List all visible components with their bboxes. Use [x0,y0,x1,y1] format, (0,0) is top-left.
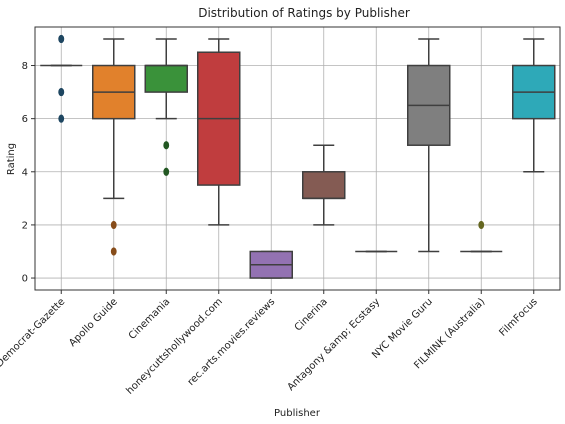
outlier-point [58,34,65,44]
y-tick-label: 2 [22,220,28,231]
outlier-point [478,220,485,230]
x-tick-label: Cinerina [293,296,330,333]
x-tick-label: rec.arts.movies.reviews [186,296,278,388]
box-iqr [302,171,346,200]
box-group [302,144,346,226]
outlier-point [110,247,117,256]
y-tick-label: 0 [22,274,28,285]
outlier-point [163,167,170,176]
box-group [407,38,451,253]
x-axis-label: Publisher [274,408,321,419]
chart-title: Distribution of Ratings by Publisher [198,6,410,20]
box-group [249,250,293,279]
y-axis-ticks: 0 2 4 6 8 [22,61,35,285]
x-tick-label: FilmFocus [498,296,540,338]
box-iqr [144,64,188,93]
x-tick-label: Antagony &amp; Ecstasy [286,296,383,393]
y-tick-label: 4 [22,167,28,178]
x-tick-label: Apollo Guide [67,296,120,349]
box-group [460,220,503,253]
x-tick-label: honeycuttshollywood.com [124,296,224,396]
outlier-point [58,87,65,97]
x-tick-label: Arkansas Democrat-Gazette [0,296,67,404]
plot-frame [34,26,561,291]
boxes-layer [40,34,556,279]
y-tick-label: 6 [22,114,28,125]
outlier-point [163,141,170,150]
x-tick-label: Cinemania [127,296,173,342]
y-tick-label: 8 [22,61,28,72]
y-axis-label: Rating [6,143,17,175]
box-group [144,38,188,176]
outlier-point [58,114,65,123]
box-group [197,38,241,226]
box-group [92,38,136,256]
outlier-point [110,220,117,230]
box-group [40,34,83,123]
box-group [512,38,556,173]
